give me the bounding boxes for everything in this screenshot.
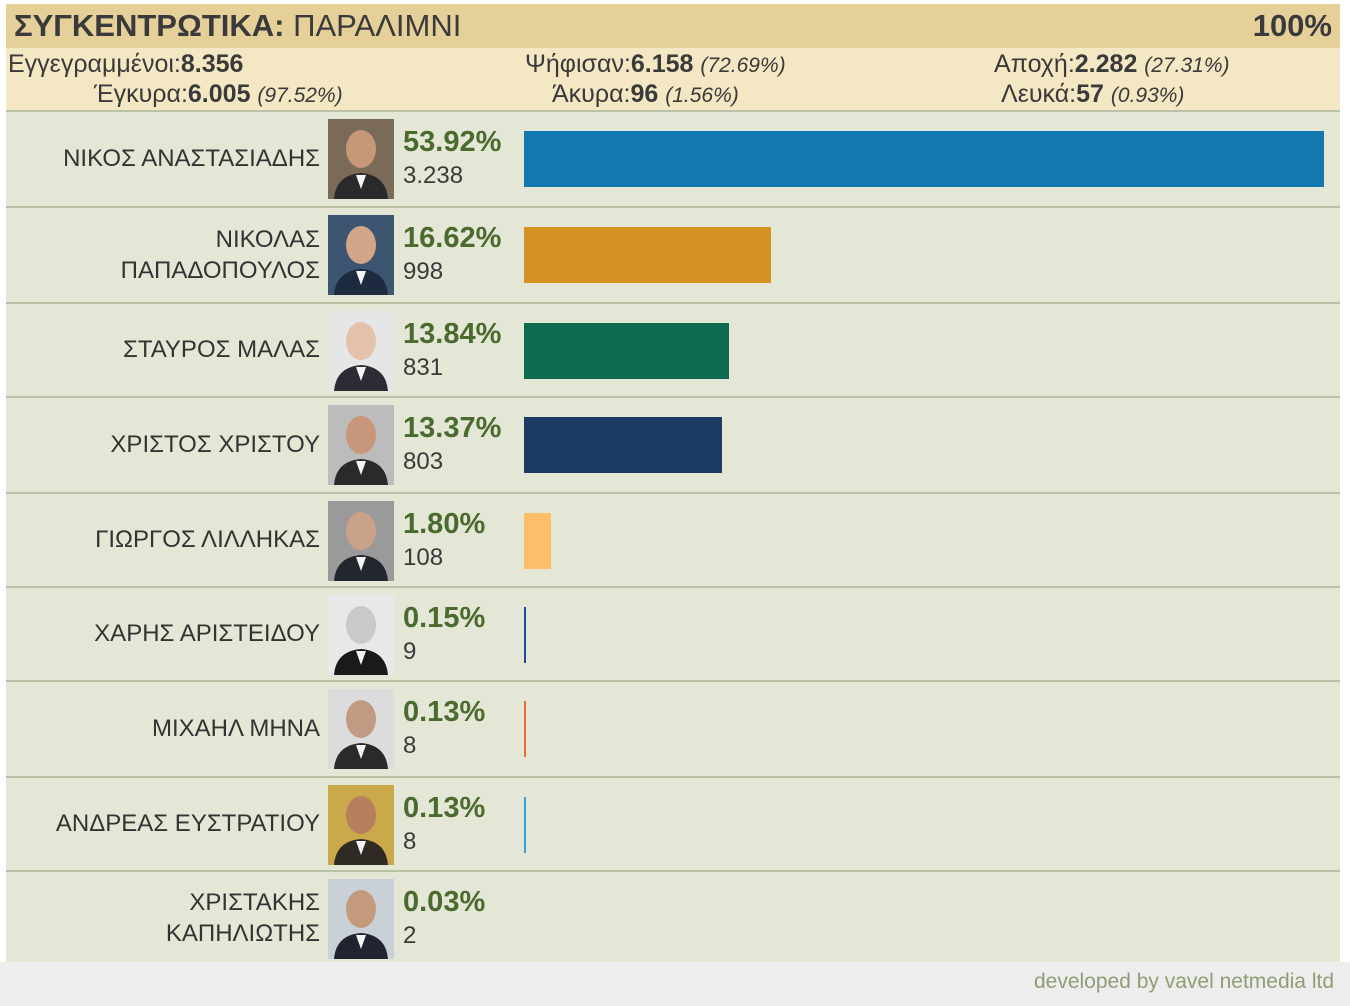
stat-registered-label: Εγγεγραμμένοι: — [8, 50, 181, 78]
candidate-percentage: 0.15% — [403, 602, 486, 634]
candidate-photo — [328, 501, 394, 581]
stat-valid-value: 6.005 — [187, 80, 251, 108]
candidate-votes: 8 — [403, 732, 417, 759]
candidate-percentage: 1.80% — [403, 508, 486, 540]
candidate-photo — [328, 119, 394, 199]
candidate-name: ΧΑΡΗΣ ΑΡΙΣΤΕΙΔΟΥ — [94, 620, 320, 648]
candidate-photo — [328, 595, 394, 675]
candidate-name: ΧΡΙΣΤΑΚΗΣ ΚΑΠΗΛΙΩΤΗΣ — [165, 888, 320, 947]
candidate-name: ΑΝΔΡΕΑΣ ΕΥΣΤΡΑΤΙΟΥ — [55, 810, 320, 838]
candidate-percentage: 13.84% — [403, 318, 502, 350]
stat-registered: Εγγεγραμμένοι:8.356 — [8, 50, 243, 79]
stat-invalid-pct: (1.56%) — [665, 84, 739, 107]
stat-blank-label: Λευκά: — [1001, 80, 1077, 108]
stat-abstention-label: Αποχή: — [994, 50, 1075, 78]
candidate-row: ΧΡΙΣΤΟΣ ΧΡΙΣΤΟΥ 13.37% 803 — [6, 398, 1340, 494]
candidate-row: ΧΑΡΗΣ ΑΡΙΣΤΕΙΔΟΥ 0.15% 9 — [6, 588, 1340, 682]
candidate-votes: 9 — [403, 638, 417, 665]
candidate-bar — [524, 131, 1324, 187]
candidate-rows: ΝΙΚΟΣ ΑΝΑΣΤΑΣΙΑΔΗΣ 53.92% 3.238 ΝΙΚΟΛΑΣ ΠΑΠ… — [6, 112, 1340, 966]
candidate-row: ΣΤΑΥΡΟΣ ΜΑΛΑΣ 13.84% 831 — [6, 304, 1340, 398]
candidate-votes: 8 — [403, 828, 417, 855]
candidate-votes: 3.238 — [403, 162, 464, 189]
candidate-votes: 998 — [403, 258, 444, 285]
candidate-votes: 2 — [403, 922, 417, 949]
candidate-bar — [524, 227, 771, 283]
candidate-bar — [524, 513, 551, 569]
candidate-photo — [328, 689, 394, 769]
candidate-row: ΧΡΙΣΤΑΚΗΣ ΚΑΠΗΛΙΩΤΗΣ 0.03% 2 — [6, 872, 1340, 966]
counted-percentage: 100% — [1252, 8, 1332, 43]
candidate-bar — [524, 417, 722, 473]
stat-voted-label: Ψήφισαν: — [525, 50, 631, 78]
candidate-name: ΣΤΑΥΡΟΣ ΜΑΛΑΣ — [122, 336, 320, 364]
stat-invalid-label: Άκυρα: — [552, 80, 631, 108]
stat-blank-value: 57 — [1076, 80, 1104, 108]
candidate-percentage: 16.62% — [403, 222, 502, 254]
stat-abstention: Αποχή:2.282 (27.31%) — [994, 50, 1230, 79]
candidate-percentage: 53.92% — [403, 126, 502, 158]
stat-voted-value: 6.158 — [630, 50, 694, 78]
stat-valid: Έγκυρα:6.005 (97.52%) — [94, 80, 343, 109]
candidate-name: ΧΡΙΣΤΟΣ ΧΡΙΣΤΟΥ — [110, 431, 320, 459]
candidate-bar — [524, 323, 729, 379]
candidate-bar — [524, 797, 526, 853]
stat-abstention-pct: (27.31%) — [1144, 54, 1230, 77]
candidate-photo — [328, 311, 394, 391]
candidate-name: ΝΙΚΟΣ ΑΝΑΣΤΑΣΙΑΔΗΣ — [63, 145, 320, 173]
page-title: ΣΥΓΚΕΝΤΡΩΤΙΚΑ: ΠΑΡΑΛΙΜΝΙ — [14, 8, 461, 44]
stat-valid-pct: (97.52%) — [257, 84, 343, 107]
candidate-percentage: 0.03% — [403, 886, 486, 918]
stat-invalid-value: 96 — [630, 80, 659, 108]
candidate-row: ΝΙΚΟΛΑΣ ΠΑΠΑΔΟΠΟΥΛΟΣ 16.62% 998 — [6, 208, 1340, 304]
stat-blank-pct: (0.93%) — [1110, 84, 1185, 107]
stat-invalid: Άκυρα:96 (1.56%) — [552, 80, 739, 109]
developer-credit: developed by vavel netmedia ltd — [1033, 970, 1334, 993]
stats-bar: Εγγεγραμμένοι:8.356 Ψήφισαν:6.158 (72.69… — [6, 48, 1340, 112]
candidate-bar — [524, 607, 526, 663]
stat-voted-pct: (72.69%) — [700, 54, 786, 77]
candidate-votes: 803 — [403, 448, 444, 475]
footer: developed by vavel netmedia ltd — [0, 962, 1350, 1006]
stat-registered-value: 8.356 — [180, 50, 244, 78]
candidate-photo — [328, 215, 394, 295]
candidate-photo — [328, 785, 394, 865]
title-bold: ΣΥΓΚΕΝΤΡΩΤΙΚΑ: — [14, 8, 285, 43]
results-panel: ΣΥΓΚΕΝΤΡΩΤΙΚΑ: ΠΑΡΑΛΙΜΝΙ 100% Εγγεγραμμέ… — [6, 4, 1340, 966]
title-bar: ΣΥΓΚΕΝΤΡΩΤΙΚΑ: ΠΑΡΑΛΙΜΝΙ 100% — [6, 4, 1340, 48]
stat-voted: Ψήφισαν:6.158 (72.69%) — [525, 50, 786, 79]
stat-abstention-value: 2.282 — [1074, 50, 1138, 78]
candidate-row: ΝΙΚΟΣ ΑΝΑΣΤΑΣΙΑΔΗΣ 53.92% 3.238 — [6, 112, 1340, 208]
title-district: ΠΑΡΑΛΙΜΝΙ — [293, 8, 462, 43]
stat-valid-label: Έγκυρα: — [94, 80, 188, 108]
candidate-row: ΑΝΔΡΕΑΣ ΕΥΣΤΡΑΤΙΟΥ 0.13% 8 — [6, 778, 1340, 872]
candidate-votes: 831 — [403, 354, 444, 381]
candidate-bar — [524, 701, 526, 757]
candidate-photo — [328, 879, 394, 959]
candidate-name: ΜΙΧΑΗΛ ΜΗΝΑ — [151, 715, 320, 743]
candidate-percentage: 0.13% — [403, 792, 486, 824]
candidate-name: ΝΙΚΟΛΑΣ ΠΑΠΑΔΟΠΟΥΛΟΣ — [120, 225, 320, 284]
candidate-photo — [328, 405, 394, 485]
candidate-percentage: 13.37% — [403, 412, 502, 444]
candidate-row: ΜΙΧΑΗΛ ΜΗΝΑ 0.13% 8 — [6, 682, 1340, 778]
stat-blank: Λευκά:57 (0.93%) — [1001, 80, 1184, 109]
candidate-row: ΓΙΩΡΓΟΣ ΛΙΛΛΗΚΑΣ 1.80% 108 — [6, 494, 1340, 588]
candidate-percentage: 0.13% — [403, 696, 486, 728]
candidate-name: ΓΙΩΡΓΟΣ ΛΙΛΛΗΚΑΣ — [95, 526, 320, 554]
candidate-votes: 108 — [403, 544, 444, 571]
